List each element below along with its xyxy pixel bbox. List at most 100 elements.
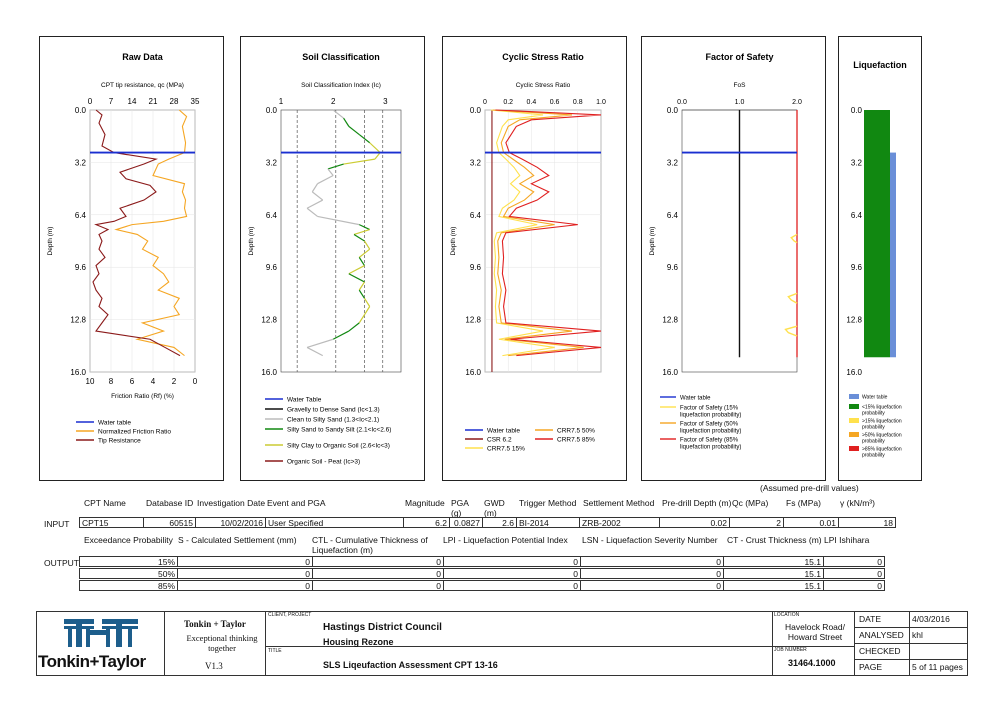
ic-segment <box>358 248 371 258</box>
output-cell: 0 <box>443 568 581 579</box>
legend-water-table: Water table <box>98 420 131 427</box>
input-header-10: Qc (MPa) <box>732 498 769 508</box>
legend-item-3: Silty Sand to Sandy Silt (2.1<Ic<2.6) <box>287 427 391 434</box>
job-box <box>772 646 855 676</box>
output-cell: 15.1 <box>723 568 824 579</box>
y-tick-label: 16.0 <box>465 368 481 377</box>
analysed-label: ANALYSED <box>859 630 904 640</box>
input-cell-0: CPT15 <box>79 517 144 528</box>
y-axis-label: Depth (m) <box>248 227 255 256</box>
soil-classification-panel: Soil Classification Soil Classification I… <box>240 36 425 481</box>
logo-text: Tonkin+Taylor <box>38 652 146 671</box>
x-axis-label: Soil Classification Index (Ic) <box>301 82 381 89</box>
ic-segment <box>358 289 365 299</box>
ic-segment <box>348 322 360 332</box>
y-tick-label: 12.8 <box>70 316 86 325</box>
legend-water-table: Water table <box>487 428 520 435</box>
y-tick-label: 3.2 <box>667 158 679 167</box>
y-tick-label: 6.4 <box>667 211 679 220</box>
legend-item-1: Factor of Safety (15% liquefaction probab… <box>680 406 741 419</box>
output-cell: 0 <box>312 556 444 567</box>
input-cell-9: 0.02 <box>659 517 730 528</box>
friction-ratio-line <box>114 109 188 357</box>
output-cell: 15.1 <box>723 556 824 567</box>
cyclic-stress-ratio-panel: Cyclic Stress Ratio Cyclic Stress Ratio 0.… <box>442 36 627 481</box>
ic-segment <box>317 215 360 226</box>
y-tick-label: 16.0 <box>846 368 862 377</box>
input-cell-7: BI-2014 <box>516 517 580 528</box>
legend-item-1: <15% liquefaction probability <box>862 405 902 417</box>
fos-15-segment <box>787 292 798 304</box>
legend-item-0: Water Table <box>287 397 322 404</box>
y-tick-label: 9.6 <box>266 263 278 272</box>
legend-crr-50: CRR7.5 50% <box>557 428 595 435</box>
legend-item-4: >85% liquefaction probability <box>862 447 902 459</box>
x-tick-label: 7 <box>109 97 114 106</box>
legend-swatch-3 <box>849 432 859 437</box>
legend-item-5: Organic Soil - Peat (Ic>3) <box>287 459 360 466</box>
y-tick-label: 0.0 <box>75 106 87 115</box>
ic-segment <box>343 117 350 127</box>
input-header-2: Investigation Date <box>197 498 266 508</box>
legend-swatch-4 <box>849 446 859 451</box>
input-header-5: PGA (g) <box>451 498 469 518</box>
y-tick-label: 12.8 <box>846 316 862 325</box>
output-header-0: Exceedance Probability <box>84 535 173 545</box>
x-bottom-tick-label: 8 <box>109 377 114 386</box>
output-cell: 0 <box>177 556 313 567</box>
ic-segment <box>363 306 371 316</box>
x-tick-label: 3 <box>383 97 388 106</box>
x-axis-label: CPT tip resistance, qc (MPa) <box>101 82 184 89</box>
x-bottom-axis-label: Friction Ratio (Rf) (%) <box>111 393 174 400</box>
ic-segment <box>363 240 371 250</box>
plot-area <box>280 109 402 373</box>
x-tick-label: 28 <box>170 97 179 106</box>
factor-of-safety-panel: Factor of Safety FoS 0.0 3.2 6.4 9.6 12.8 16.0 D… <box>641 36 826 481</box>
soil-classification-chart: Soil Classification Soil Classification I… <box>248 52 402 466</box>
company-box <box>164 611 266 676</box>
x-tick-label: 2 <box>331 97 336 106</box>
output-label: OUTPUT <box>44 558 79 568</box>
input-header-0: CPT Name <box>84 498 126 508</box>
title-label: TITLE <box>268 648 282 654</box>
legend-csr: CSR 6.2 <box>487 437 512 444</box>
output-cell: 0 <box>443 556 581 567</box>
x-bottom-tick-label: 10 <box>86 377 95 386</box>
output-cell: 0 <box>580 580 724 591</box>
x-bottom-tick-label: 2 <box>172 377 177 386</box>
input-header-6: GWD (m) <box>484 498 505 518</box>
y-tick-label: 6.4 <box>470 211 482 220</box>
input-header-4: Magnitude <box>405 498 445 508</box>
ic-segment <box>306 346 324 357</box>
ic-segment <box>332 109 344 119</box>
output-cell: 15.1 <box>723 580 824 591</box>
x-tick-label: 0.8 <box>573 99 583 106</box>
legend-swatch-1 <box>849 404 859 409</box>
ic-segment <box>369 142 381 154</box>
ic-segment <box>306 338 334 349</box>
x-tick-label: 0.0 <box>677 99 687 106</box>
legend-item-3: >50% liquefaction probability <box>862 433 902 445</box>
y-tick-label: 9.6 <box>470 263 482 272</box>
y-axis-label: Depth (m) <box>649 227 656 256</box>
y-tick-label: 16.0 <box>662 368 678 377</box>
output-cell: 0 <box>443 580 581 591</box>
y-tick-label: 9.6 <box>667 263 679 272</box>
ic-segment <box>348 265 365 275</box>
output-header-5: CT - Crust Thickness (m) <box>727 535 822 545</box>
output-cell: 0 <box>177 580 313 591</box>
x-tick-label: 0 <box>88 97 93 106</box>
output-cell: 0 <box>823 568 885 579</box>
legend-item-2: >15% liquefaction probability <box>862 419 902 431</box>
y-tick-label: 6.4 <box>266 211 278 220</box>
ic-segment <box>311 191 324 201</box>
company-tagline: Exceptional thinking together <box>186 633 258 653</box>
output-cell: 0 <box>580 556 724 567</box>
input-cell-8: ZRB-2002 <box>579 517 660 528</box>
ic-segment <box>332 330 350 340</box>
ic-segment <box>358 257 365 266</box>
x-tick-label: 0.4 <box>527 99 537 106</box>
ic-segment <box>306 207 318 217</box>
x-bottom-tick-label: 6 <box>130 377 135 386</box>
raw-data-chart: Raw Data CPT tip resistance, qc (MPa) 0.0 3… <box>47 52 200 445</box>
